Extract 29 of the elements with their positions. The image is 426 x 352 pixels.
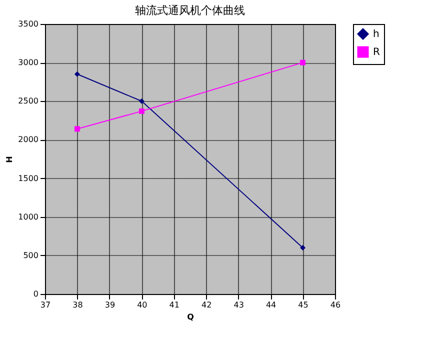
y-tick-label: 1000 bbox=[18, 212, 38, 222]
point bbox=[300, 244, 306, 250]
y-tick-label: 2500 bbox=[18, 96, 38, 106]
y-tick-label: 500 bbox=[23, 250, 38, 260]
point bbox=[138, 108, 144, 114]
x-tick-label: 38 bbox=[72, 300, 83, 310]
x-tick-label: 44 bbox=[266, 300, 276, 310]
x-tick-label: 40 bbox=[137, 300, 148, 310]
point bbox=[138, 98, 144, 104]
y-tick-label: 2000 bbox=[18, 135, 38, 144]
x-tick-label: 41 bbox=[169, 300, 180, 310]
x-axis-title: Q bbox=[187, 312, 194, 322]
x-tick-label: 42 bbox=[202, 300, 212, 310]
y-tick-label: 0 bbox=[33, 290, 38, 298]
legend-label: h bbox=[373, 29, 380, 40]
chart-title: 轴流式通风机个体曲线 bbox=[135, 4, 245, 17]
y-tick-label: 1500 bbox=[18, 174, 38, 183]
x-tick-label: 45 bbox=[298, 300, 308, 310]
x-tick-label: 43 bbox=[234, 300, 244, 310]
x-tick-label: 46 bbox=[330, 300, 341, 310]
point bbox=[74, 71, 80, 77]
x-tick-label: 37 bbox=[40, 300, 51, 310]
y-axis-title: H bbox=[5, 156, 14, 163]
legend-label: R bbox=[373, 47, 380, 58]
x-tick-label: 39 bbox=[104, 300, 116, 310]
y-tick-label: 3500 bbox=[18, 20, 38, 28]
y-tick-label: 3000 bbox=[18, 58, 38, 68]
point bbox=[74, 126, 80, 132]
point bbox=[300, 60, 306, 66]
